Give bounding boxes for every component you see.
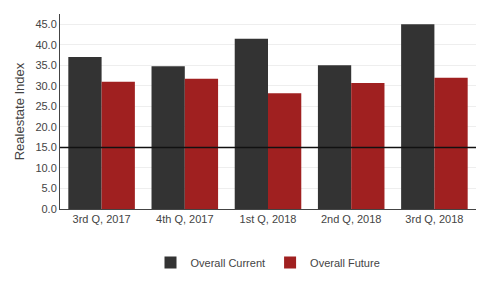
svg-text:Realestate Index: Realestate Index (12, 62, 27, 160)
svg-text:30.0: 30.0 (35, 80, 56, 92)
svg-text:2nd Q, 2018: 2nd Q, 2018 (321, 213, 382, 225)
svg-text:40.0: 40.0 (35, 39, 56, 51)
svg-text:20.0: 20.0 (35, 121, 56, 133)
svg-text:0.0: 0.0 (42, 203, 57, 215)
svg-text:5.0: 5.0 (42, 182, 57, 194)
svg-text:3rd Q, 2018: 3rd Q, 2018 (405, 213, 463, 225)
svg-text:4th Q, 2017: 4th Q, 2017 (156, 213, 214, 225)
svg-text:10.0: 10.0 (35, 162, 56, 174)
svg-text:Overall Current: Overall Current (191, 257, 266, 269)
svg-text:3rd Q, 2017: 3rd Q, 2017 (73, 213, 131, 225)
svg-text:35.0: 35.0 (35, 59, 56, 71)
svg-text:Overall Future: Overall Future (310, 257, 380, 269)
svg-text:25.0: 25.0 (35, 100, 56, 112)
svg-text:1st Q, 2018: 1st Q, 2018 (240, 213, 297, 225)
svg-text:45.0: 45.0 (35, 18, 56, 30)
svg-text:15.0: 15.0 (35, 141, 56, 153)
